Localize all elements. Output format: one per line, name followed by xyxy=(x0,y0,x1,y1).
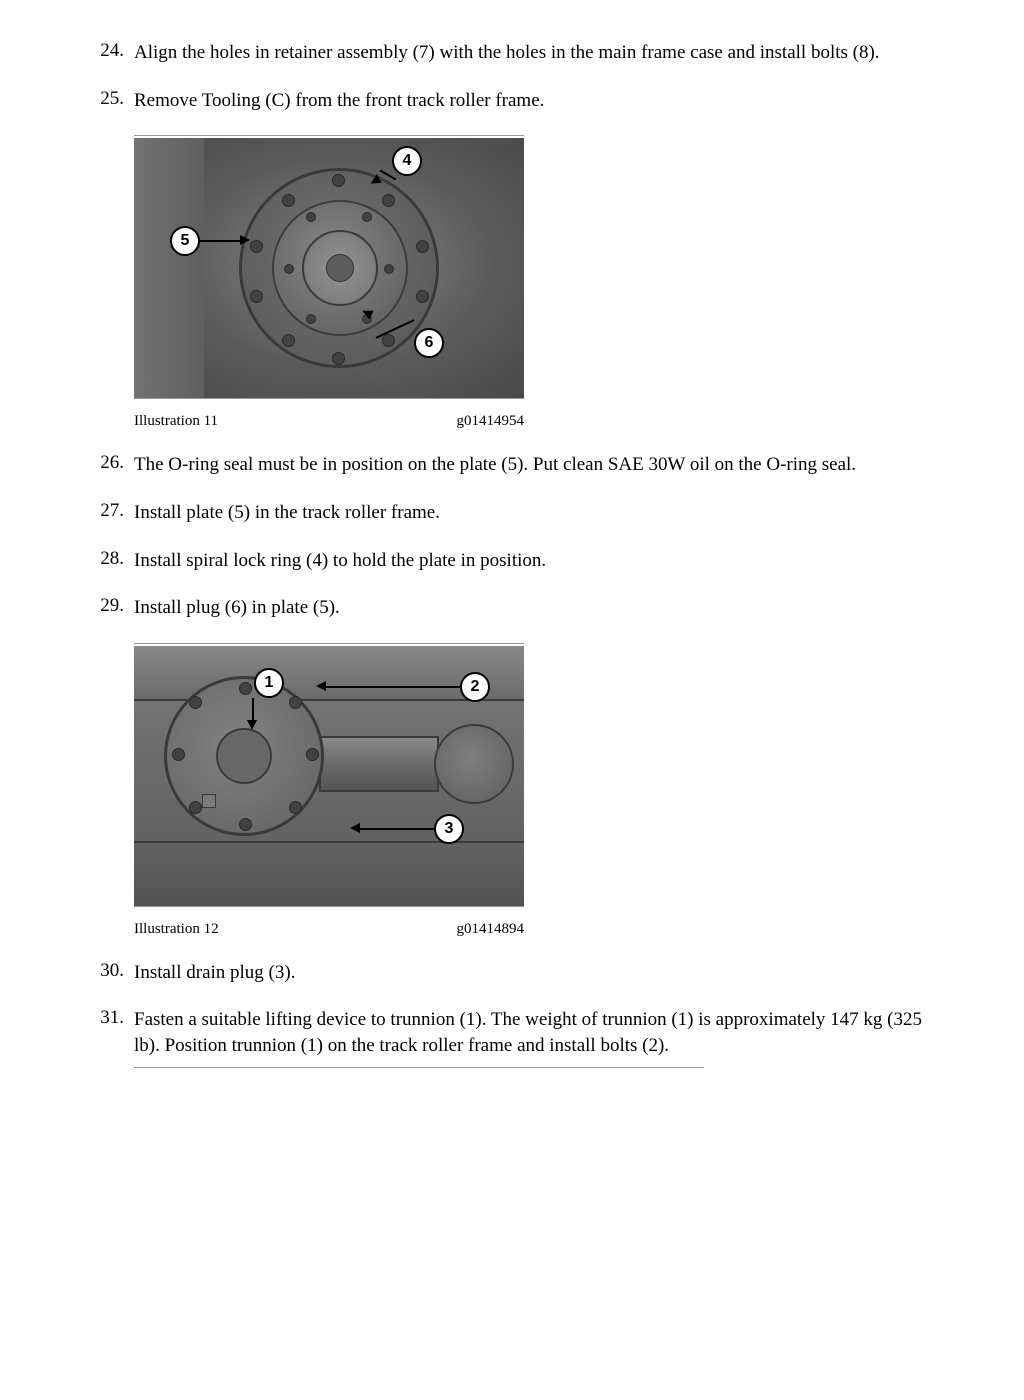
step-text: Install drain plug (3). xyxy=(134,960,934,986)
illustration-code: g01414954 xyxy=(457,413,525,430)
step-25: 25. Remove Tooling (C) from the front tr… xyxy=(90,88,934,114)
figure-12-block: 1 2 3 Illustration 12 g01414894 xyxy=(134,643,934,938)
figure-divider-top xyxy=(134,643,524,644)
callout-1: 1 xyxy=(254,668,284,698)
step-text: Install plate (5) in the track roller fr… xyxy=(134,500,934,526)
step-text: Install spiral lock ring (4) to hold the… xyxy=(134,548,934,574)
illustration-label: Illustration 11 xyxy=(134,413,218,430)
illustration-12-caption: Illustration 12 g01414894 xyxy=(134,921,524,938)
step-31: 31. Fasten a suitable lifting device to … xyxy=(90,1007,934,1058)
step-text: Remove Tooling (C) from the front track … xyxy=(134,88,934,114)
trailing-divider xyxy=(134,1067,704,1068)
step-text: Install plug (6) in plate (5). xyxy=(134,595,934,621)
trailing-divider-block xyxy=(134,1067,934,1068)
step-number: 31. xyxy=(90,1007,124,1058)
step-number: 30. xyxy=(90,960,124,986)
callout-3: 3 xyxy=(434,814,464,844)
step-26: 26. The O-ring seal must be in position … xyxy=(90,452,934,478)
step-30: 30. Install drain plug (3). xyxy=(90,960,934,986)
illustration-label: Illustration 12 xyxy=(134,921,219,938)
callout-4: 4 xyxy=(392,146,422,176)
illustration-12-image: 1 2 3 xyxy=(134,646,524,906)
step-28: 28. Install spiral lock ring (4) to hold… xyxy=(90,548,934,574)
step-number: 24. xyxy=(90,40,124,66)
step-number: 27. xyxy=(90,500,124,526)
figure-divider-top xyxy=(134,135,524,136)
step-text: The O-ring seal must be in position on t… xyxy=(134,452,934,478)
step-27: 27. Install plate (5) in the track rolle… xyxy=(90,500,934,526)
step-number: 28. xyxy=(90,548,124,574)
step-24: 24. Align the holes in retainer assembly… xyxy=(90,40,934,66)
figure-divider-bottom xyxy=(134,906,524,907)
step-number: 25. xyxy=(90,88,124,114)
step-text: Fasten a suitable lifting device to trun… xyxy=(134,1007,934,1058)
step-number: 26. xyxy=(90,452,124,478)
figure-divider-bottom xyxy=(134,398,524,399)
callout-2: 2 xyxy=(460,672,490,702)
callout-6: 6 xyxy=(414,328,444,358)
figure-11-block: 4 5 6 Illustration 11 g01414954 xyxy=(134,135,934,430)
step-29: 29. Install plug (6) in plate (5). xyxy=(90,595,934,621)
step-number: 29. xyxy=(90,595,124,621)
illustration-11-image: 4 5 6 xyxy=(134,138,524,398)
illustration-code: g01414894 xyxy=(457,921,525,938)
illustration-11-caption: Illustration 11 g01414954 xyxy=(134,413,524,430)
step-text: Align the holes in retainer assembly (7)… xyxy=(134,40,934,66)
